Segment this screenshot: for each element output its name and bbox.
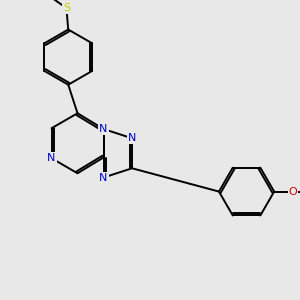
Text: N: N	[47, 153, 56, 163]
Text: O: O	[288, 187, 297, 196]
Text: S: S	[63, 3, 70, 13]
Text: N: N	[99, 172, 108, 182]
Text: N: N	[99, 124, 108, 134]
Text: N: N	[128, 133, 136, 143]
